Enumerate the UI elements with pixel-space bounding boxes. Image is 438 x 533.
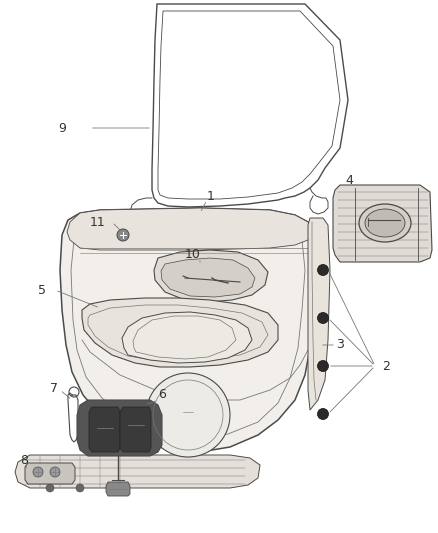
- Circle shape: [146, 373, 230, 457]
- Ellipse shape: [359, 204, 411, 242]
- Circle shape: [318, 408, 328, 419]
- Circle shape: [318, 360, 328, 372]
- Circle shape: [33, 467, 43, 477]
- Circle shape: [50, 467, 60, 477]
- Circle shape: [46, 484, 54, 492]
- Text: 8: 8: [20, 454, 28, 466]
- Circle shape: [318, 264, 328, 276]
- Polygon shape: [161, 258, 255, 297]
- Text: 10: 10: [185, 248, 201, 262]
- Text: 9: 9: [58, 122, 66, 134]
- Polygon shape: [120, 407, 151, 452]
- Polygon shape: [67, 208, 312, 250]
- Circle shape: [106, 484, 114, 492]
- Ellipse shape: [365, 209, 405, 237]
- Polygon shape: [60, 208, 315, 452]
- Text: 1: 1: [207, 190, 215, 203]
- Circle shape: [318, 312, 328, 324]
- Polygon shape: [154, 250, 268, 302]
- Polygon shape: [333, 185, 432, 262]
- Polygon shape: [82, 298, 278, 367]
- Circle shape: [76, 484, 84, 492]
- Polygon shape: [308, 218, 330, 410]
- Text: 3: 3: [336, 338, 344, 351]
- Polygon shape: [106, 482, 130, 496]
- Polygon shape: [25, 463, 75, 484]
- Text: 11: 11: [90, 215, 106, 229]
- Polygon shape: [89, 407, 120, 452]
- Polygon shape: [15, 455, 260, 488]
- Text: 4: 4: [345, 174, 353, 187]
- Polygon shape: [122, 312, 252, 363]
- Text: 6: 6: [158, 389, 166, 401]
- Polygon shape: [77, 400, 162, 456]
- Text: 2: 2: [382, 359, 390, 373]
- Text: 7: 7: [50, 382, 58, 394]
- Text: 5: 5: [38, 284, 46, 296]
- Circle shape: [117, 229, 129, 241]
